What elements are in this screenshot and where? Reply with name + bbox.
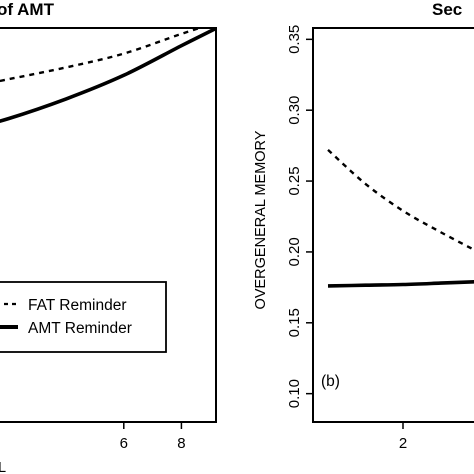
legend-label-fat: FAT Reminder xyxy=(28,297,127,314)
right-x-tick-label: 2 xyxy=(399,435,407,452)
left-x-tick-label: 8 xyxy=(177,435,185,452)
right-y-tick-label: 0.10 xyxy=(286,379,303,408)
right-y-axis: 0.10 0.15 0.20 0.25 0.30 0.35 xyxy=(286,25,313,408)
right-series-line-fat-reminder xyxy=(327,149,474,252)
left-x-axis-label: L xyxy=(0,460,6,474)
left-plot-frame xyxy=(0,27,217,423)
right-x-axis: 2 xyxy=(399,422,407,452)
right-y-tick-label: 0.25 xyxy=(286,166,303,195)
right-plot-frame xyxy=(312,27,474,423)
left-x-tick-label: 6 xyxy=(120,435,128,452)
right-y-tick-label: 0.20 xyxy=(286,237,303,266)
right-series-group xyxy=(327,149,474,288)
right-panel-title: Sec xyxy=(432,0,462,19)
right-panel-annotation: (b) xyxy=(321,373,340,390)
right-y-tick-label: 0.30 xyxy=(286,96,303,125)
left-series-line-amt-reminder xyxy=(0,28,216,123)
right-panel: Sec 0.10 0.15 0.20 0.25 0.30 0.35 2 OVERGENER… xyxy=(253,0,474,452)
left-legend: FAT Reminder AMT Reminder xyxy=(0,281,167,353)
left-panel-title: of AMT xyxy=(0,0,55,19)
legend-box xyxy=(0,281,167,353)
right-y-axis-label: OVERGENERAL MEMORY xyxy=(253,130,269,309)
legend-label-amt: AMT Reminder xyxy=(28,320,132,337)
left-series-line-fat-reminder xyxy=(0,28,204,83)
right-y-tick-label: 0.15 xyxy=(286,308,303,337)
right-y-tick-label: 0.35 xyxy=(286,25,303,54)
left-series-group xyxy=(0,28,216,123)
right-series-line-amt-reminder xyxy=(327,280,474,288)
